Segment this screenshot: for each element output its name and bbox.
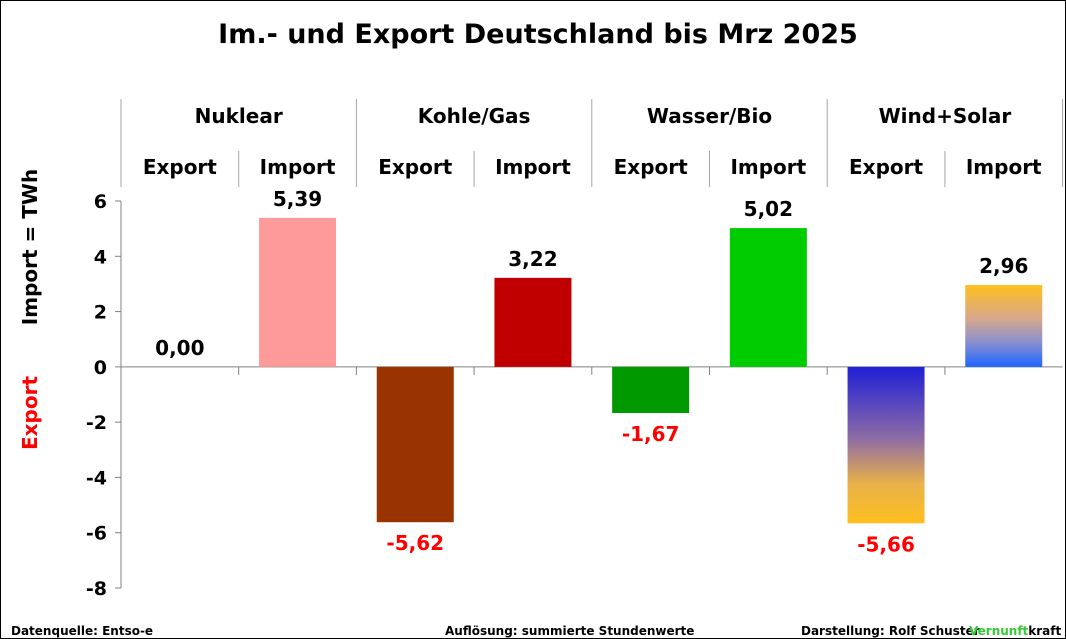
data-label: -5,66 [857,532,915,556]
group-header: Nuklear [195,104,283,128]
footer-resolution: Auflösung: summierte Stundenwerte [445,624,694,638]
y-tick-label: -6 [86,523,107,545]
category-header: Export [143,155,217,179]
category-separators [120,99,1064,375]
group-header: Wasser/Bio [647,104,772,128]
bar-kohle-gas-export [376,366,454,523]
category-header: Export [849,155,923,179]
y-tick-label: -4 [86,467,107,489]
data-label: 5,39 [273,187,322,211]
y-tick-label: 4 [94,246,107,268]
category-header: Import [730,155,806,179]
y-axis: 6 4 2 0 -2 -4 -6 -8 [86,191,1063,600]
y-tick-label: -2 [86,412,107,434]
bar-wind-solar-import [965,285,1043,367]
group-header: Wind+Solar [879,104,1012,128]
category-header: Import [495,155,571,179]
bar-kohle-gas-import [494,277,572,367]
data-label: 0,00 [155,336,204,360]
y-axis-label-import: Import = TWh [18,169,42,325]
data-label: -5,62 [386,531,444,555]
group-header: Kohle/Gas [418,104,531,128]
y-tick-label: 6 [94,191,107,213]
data-labels: 0,00 5,39 -5,62 3,22 -1,67 5,02 -5,66 2,96 [155,187,1028,556]
footer-author: Darstellung: Rolf Schuster [801,624,980,638]
category-header: Import [966,155,1042,179]
data-label: 5,02 [744,197,793,221]
bars [259,217,1043,524]
chart-title: Im.- und Export Deutschland bis Mrz 2025 [218,19,858,50]
y-tick-label: 2 [94,302,107,324]
category-header: Export [614,155,688,179]
y-axis-label-export: Export [18,376,42,450]
data-label: 2,96 [979,254,1028,278]
category-header: Export [378,155,452,179]
footer-brand: Vernunftkraft [969,624,1061,638]
bar-wind-solar-export [847,366,925,524]
footer-source: Datenquelle: Entso-e [11,624,153,638]
category-header: Import [260,155,336,179]
footer-brand-green: Vernunft [969,624,1029,638]
bar-wasser-bio-import [729,228,807,367]
y-tick-label: 0 [94,357,107,379]
y-tick-label: -8 [86,578,107,600]
bar-nuklear-import [259,217,337,367]
data-label: 3,22 [508,247,557,271]
bar-wasser-bio-export [612,366,690,414]
footer-brand-black: kraft [1028,624,1061,638]
category-headers: Nuklear Kohle/Gas Wasser/Bio Wind+Solar Expo… [143,104,1042,179]
data-label: -1,67 [622,422,680,446]
